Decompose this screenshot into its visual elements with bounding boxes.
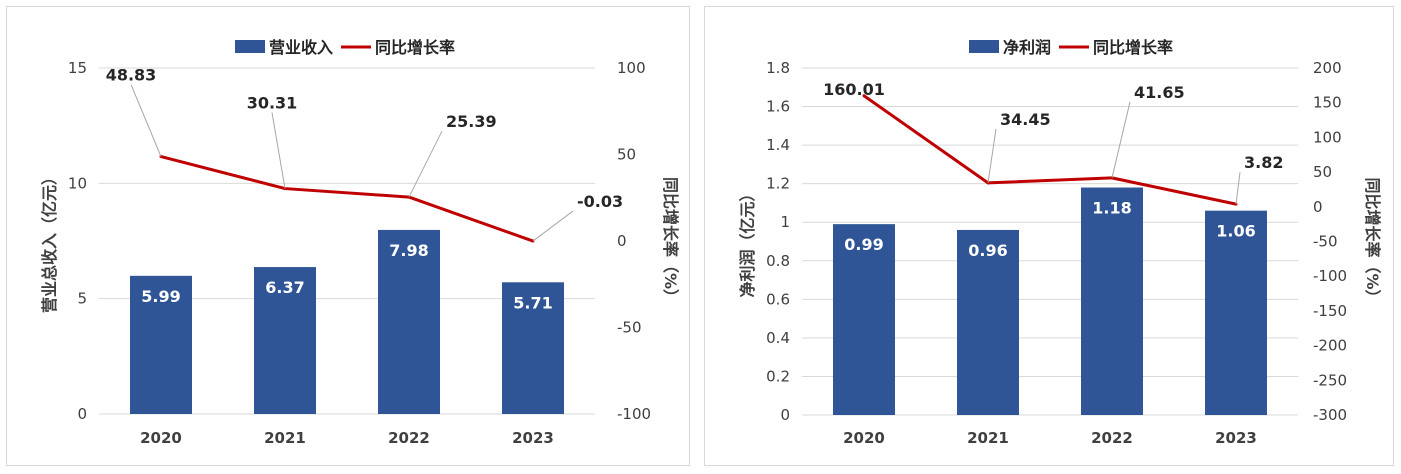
legend-bar-label: 营业收入: [269, 38, 333, 57]
growth-line: [160, 155, 534, 243]
leader-line: [408, 130, 443, 198]
bar-data-label: 5.99: [141, 287, 180, 306]
y2-tick-label: 0: [1313, 198, 1323, 216]
bar-data-label: 7.98: [389, 241, 428, 260]
y-tick-label: 0.2: [766, 367, 790, 385]
line-data-label: 48.83: [106, 66, 157, 85]
y-tick-label: 0.4: [766, 329, 790, 347]
y2-tick-label: 0: [617, 232, 627, 250]
revenue-chart-panel: 0 5 10 15 -100 -50 0 50 100 5.99 6.37 7.98 5.71 2020 2…: [6, 6, 690, 466]
y2-tick-label: 50: [617, 146, 636, 164]
legend-bar-label: 净利润: [1003, 38, 1051, 57]
line-data-label: 30.31: [247, 94, 298, 113]
bar: [957, 229, 1019, 415]
bar: [378, 229, 440, 414]
bar-data-label: 1.18: [1092, 199, 1131, 218]
y-tick-label: 0: [77, 405, 87, 423]
y2-axis-title: 同比增长率（%）: [661, 177, 680, 305]
line-data-label: 41.65: [1134, 83, 1185, 102]
y2-tick-label: -50: [1313, 233, 1338, 251]
leader-line: [1111, 101, 1131, 179]
x-tick-label: 2021: [967, 429, 1009, 447]
leader-line: [987, 128, 997, 183]
x-tick-label: 2022: [388, 429, 430, 447]
y2-tick-label: 100: [1313, 128, 1342, 146]
x-tick-label: 2022: [1091, 429, 1133, 447]
legend-line-label: 同比增长率: [1093, 38, 1173, 57]
growth-line: [863, 94, 1237, 206]
y2-tick-label: -300: [1313, 406, 1347, 424]
y2-tick-label: -200: [1313, 337, 1347, 355]
y2-tick-label: -100: [1313, 267, 1347, 285]
y-tick-label: 5: [77, 290, 87, 308]
bar-data-label: 0.96: [968, 241, 1007, 260]
bar: [130, 275, 192, 414]
y-tick-label: 1: [780, 213, 790, 231]
bar: [833, 224, 895, 415]
y2-tick-label: -250: [1313, 371, 1347, 389]
y-tick-label: 15: [68, 59, 87, 77]
y-tick-label: 1.6: [766, 98, 790, 116]
bar-data-label: 5.71: [513, 293, 552, 312]
y-tick-label: 0: [780, 406, 790, 424]
x-tick-label: 2023: [512, 429, 554, 447]
leader-line: [1235, 172, 1241, 205]
x-tick-label: 2023: [1215, 429, 1257, 447]
leader-line: [532, 210, 574, 242]
y-tick-label: 0.8: [766, 252, 790, 270]
y2-tick-label: 200: [1313, 59, 1342, 77]
y2-tick-label: 100: [617, 59, 646, 77]
y2-tick-label: -100: [617, 405, 651, 423]
net-profit-chart-panel: 0 0.2 0.4 0.6 0.8 1 1.2 1.4 1.6 1.8 -300 -250 -200 -1…: [704, 6, 1394, 466]
line-data-label: 34.45: [1000, 110, 1051, 129]
bar-data-label: 0.99: [844, 235, 883, 254]
y2-tick-label: -150: [1313, 302, 1347, 320]
y-tick-label: 0.6: [766, 290, 790, 308]
x-tick-label: 2020: [140, 429, 182, 447]
y-tick-label: 10: [68, 174, 87, 192]
legend-line-label: 同比增长率: [375, 38, 455, 57]
line-data-label: 160.01: [823, 80, 885, 99]
y-axis-title: 营业总收入（亿元）: [40, 169, 59, 313]
y-tick-label: 1.4: [766, 136, 790, 154]
x-tick-label: 2021: [264, 429, 306, 447]
line-point: [862, 94, 866, 98]
revenue-chart: 0 5 10 15 -100 -50 0 50 100 5.99 6.37 7.98 5.71 2020 2…: [40, 38, 680, 447]
bar: [1205, 210, 1267, 415]
line-data-label: 3.82: [1244, 153, 1283, 172]
leader-line: [130, 84, 162, 157]
y2-tick-label: 150: [1313, 94, 1342, 112]
y2-tick-label: -50: [617, 319, 642, 337]
y2-tick-label: 50: [1313, 163, 1332, 181]
bar-data-label: 1.06: [1216, 222, 1255, 241]
leader-line: [271, 112, 286, 189]
legend-bar-swatch: [235, 40, 265, 53]
y2-axis-title: 同比增长率（%）: [1363, 177, 1382, 305]
bar: [254, 267, 316, 414]
bar-data-label: 6.37: [265, 278, 304, 297]
bar: [1081, 187, 1143, 415]
y-axis-title: 净利润（亿元）: [738, 185, 757, 297]
y-tick-label: 1.8: [766, 59, 790, 77]
legend-bar-swatch: [969, 40, 999, 53]
bar: [502, 282, 564, 414]
net-profit-chart: 0 0.2 0.4 0.6 0.8 1 1.2 1.4 1.6 1.8 -300 -250 -200 -1…: [738, 38, 1382, 447]
line-data-label: -0.03: [577, 192, 623, 211]
y-tick-label: 1.2: [766, 175, 790, 193]
line-data-label: 25.39: [446, 112, 497, 131]
x-tick-label: 2020: [843, 429, 885, 447]
